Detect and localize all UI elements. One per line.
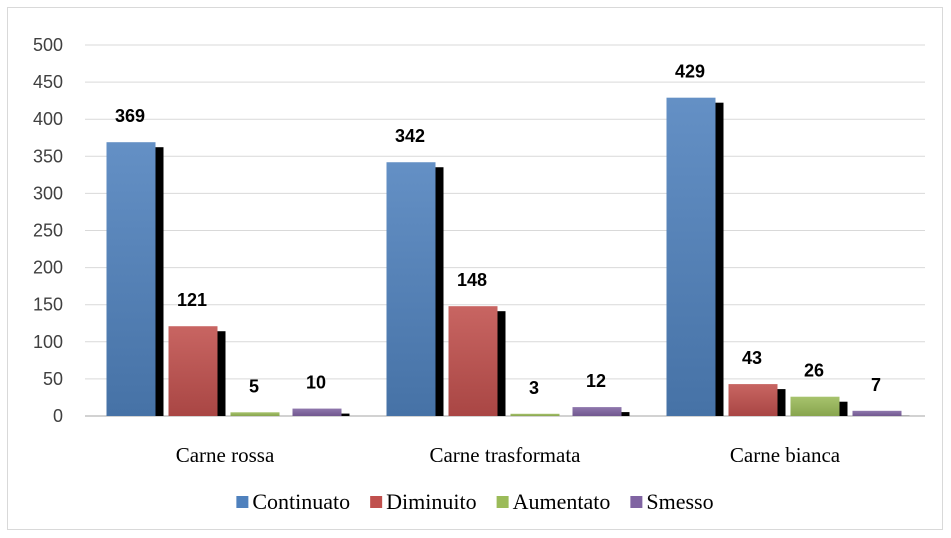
bar-continuato-carne-bianca	[666, 97, 716, 416]
y-tick-label: 300	[33, 183, 63, 203]
legend-label-continuato: Continuato	[252, 489, 350, 514]
legend-label-aumentato: Aumentato	[513, 489, 611, 514]
y-tick-label: 500	[33, 35, 63, 55]
bar-aumentato-carne-rossa	[230, 412, 280, 416]
x-axis-categories: Carne rossa Carne trasformata Carne bianca	[176, 443, 841, 467]
data-label-smesso-carne-bianca: 7	[871, 375, 881, 395]
bar-shadow	[777, 389, 786, 416]
data-label-aumentato-carne-trasformata: 3	[529, 378, 539, 398]
data-label-aumentato-carne-bianca: 26	[804, 361, 824, 381]
y-tick-label: 150	[33, 295, 63, 315]
bar-shadow	[839, 401, 848, 416]
bar-diminuito-carne-bianca	[728, 384, 778, 416]
bar-continuato-carne-rossa	[106, 142, 156, 416]
bar-smesso-carne-bianca	[852, 410, 902, 416]
bar-diminuito-carne-rossa	[168, 326, 218, 416]
y-tick-label: 250	[33, 221, 63, 241]
y-axis-ticks: 0 50 100 150 200 250 300 350 400 450 500	[33, 35, 63, 426]
y-tick-label: 100	[33, 332, 63, 352]
bar-shadow	[497, 311, 506, 416]
data-label-diminuito-carne-bianca: 43	[742, 348, 762, 368]
bar-smesso-carne-trasformata	[572, 407, 622, 416]
data-label-smesso-carne-trasformata: 12	[586, 371, 606, 391]
data-label-continuato-carne-bianca: 429	[675, 62, 705, 82]
legend-swatch-diminuito	[370, 496, 383, 508]
bar-smesso-carne-rossa	[292, 408, 342, 416]
bar-shadow	[217, 331, 226, 416]
data-label-continuato-carne-rossa: 369	[115, 106, 145, 126]
data-label-continuato-carne-trasformata: 342	[395, 126, 425, 146]
legend-swatch-aumentato	[496, 496, 509, 508]
y-tick-label: 0	[53, 406, 63, 426]
bars	[106, 97, 910, 416]
bar-shadow	[435, 167, 444, 416]
category-label-carne-bianca: Carne bianca	[730, 443, 841, 467]
bar-shadow	[715, 102, 724, 416]
bar-aumentato-carne-trasformata	[510, 413, 560, 416]
data-label-aumentato-carne-rossa: 5	[249, 376, 259, 396]
legend: Continuato Diminuito Aumentato Smesso	[236, 489, 714, 514]
legend-label-smesso: Smesso	[646, 489, 713, 514]
data-label-diminuito-carne-rossa: 121	[177, 290, 207, 310]
y-tick-label: 350	[33, 146, 63, 166]
bar-continuato-carne-trasformata	[386, 162, 436, 416]
y-tick-label: 450	[33, 72, 63, 92]
bar-shadow	[621, 412, 630, 416]
y-tick-label: 50	[43, 369, 63, 389]
bar-shadow	[341, 413, 350, 416]
category-label-carne-rossa: Carne rossa	[176, 443, 275, 467]
y-tick-label: 400	[33, 109, 63, 129]
data-label-diminuito-carne-trasformata: 148	[457, 270, 487, 290]
bar-aumentato-carne-bianca	[790, 396, 840, 416]
category-label-carne-trasformata: Carne trasformata	[429, 443, 581, 467]
data-labels: 369 121 5 10 342 148 3 12 429 43 26 7	[115, 62, 881, 398]
bar-shadow	[155, 147, 164, 416]
legend-label-diminuito: Diminuito	[386, 489, 476, 514]
legend-swatch-smesso	[630, 496, 643, 508]
legend-swatch-continuato	[236, 496, 249, 508]
y-tick-label: 200	[33, 258, 63, 278]
bar-diminuito-carne-trasformata	[448, 306, 498, 416]
data-label-smesso-carne-rossa: 10	[306, 373, 326, 393]
